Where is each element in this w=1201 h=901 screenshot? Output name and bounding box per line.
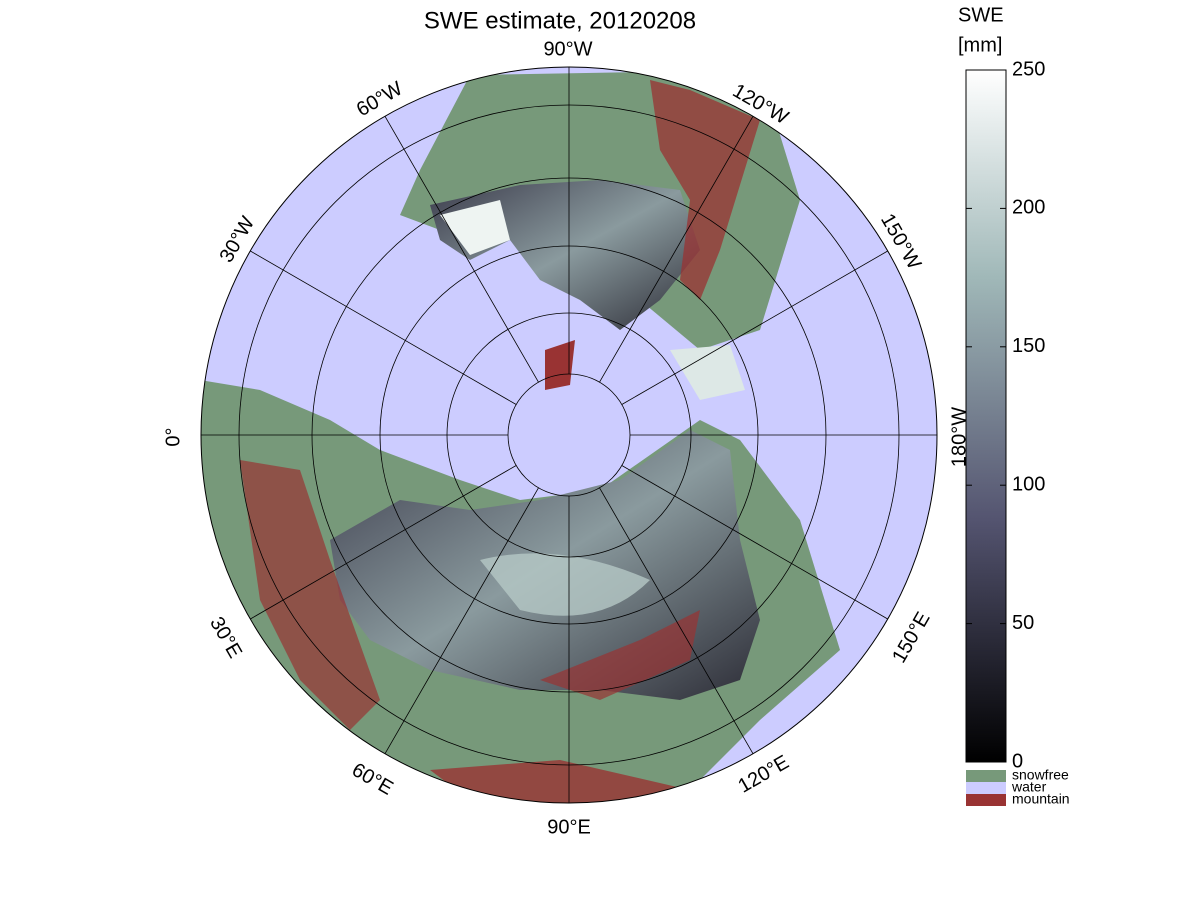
snow-land xyxy=(670,345,745,400)
mountain xyxy=(650,80,760,300)
legend-label: mountain xyxy=(1012,791,1070,807)
colorbar-scale xyxy=(965,69,1007,763)
colorbar-tick-label: 0 xyxy=(1012,750,1023,772)
meridian-line xyxy=(383,487,539,756)
meridian-label: 60°E xyxy=(348,759,397,800)
meridian-line xyxy=(248,249,517,405)
colorbar-label: [mm] xyxy=(958,34,1002,56)
legend-label: snowfree xyxy=(1012,767,1069,783)
colorbar: SWE [mm] 0 50 100 150 200 250 snowfreewatermou… xyxy=(958,4,1070,806)
graticule xyxy=(201,67,937,803)
map-title: SWE estimate, 20120208 xyxy=(424,7,696,34)
colorbar-tick-label: 50 xyxy=(1012,612,1034,634)
snow-land xyxy=(440,200,510,255)
meridian-line xyxy=(599,114,755,383)
legend-swatch xyxy=(966,770,1006,782)
map xyxy=(201,67,937,803)
mountain xyxy=(540,610,700,700)
meridian-line xyxy=(248,465,517,621)
meridian-line xyxy=(383,114,539,383)
colorbar-label: SWE xyxy=(958,4,1004,26)
meridian-label: 180°W xyxy=(948,407,970,467)
colorbar-tick-label: 250 xyxy=(1012,58,1045,80)
colorbar-tick-label: 200 xyxy=(1012,197,1045,219)
mountain xyxy=(545,340,575,390)
meridian-label: 0° xyxy=(162,427,184,446)
meridian-label: 90°W xyxy=(543,38,592,60)
legend-swatch xyxy=(966,794,1006,806)
snow-land xyxy=(480,553,650,616)
colorbar-tick-label: 150 xyxy=(1012,335,1045,357)
legend-label: water xyxy=(1011,779,1047,795)
meridian-line xyxy=(599,487,755,756)
colorbar-tick-label: 100 xyxy=(1012,473,1045,495)
map-border xyxy=(200,66,938,804)
meridian-label: 30°E xyxy=(205,613,246,662)
meridian-line xyxy=(621,465,890,621)
legend-swatch xyxy=(966,782,1006,794)
mountain xyxy=(240,460,380,730)
meridian-label: 90°E xyxy=(547,816,591,838)
meridian-line xyxy=(621,249,890,405)
meridian-label: 150°E xyxy=(888,608,934,666)
